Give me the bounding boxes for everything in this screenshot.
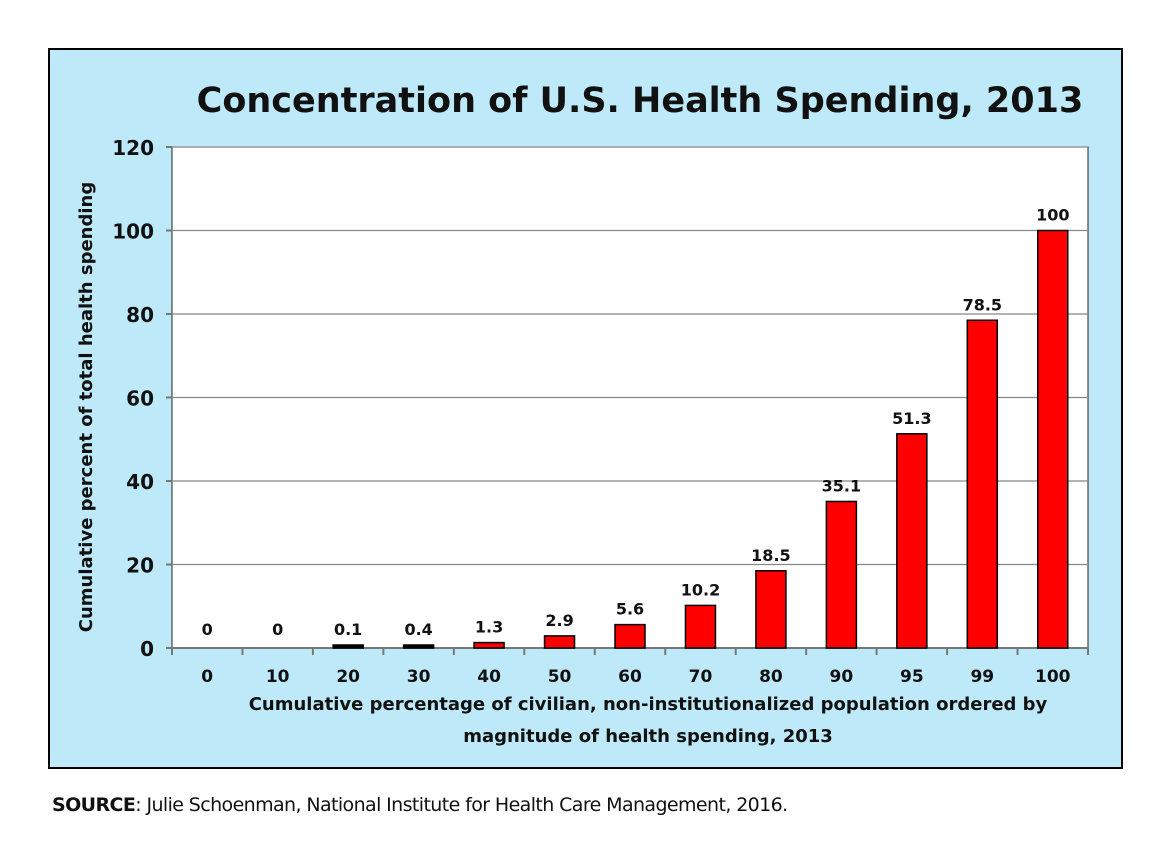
y-tick-label: 40 <box>126 470 154 494</box>
bar-80 <box>755 570 787 649</box>
x-tick-label: 60 <box>618 667 642 687</box>
data-label-90: 35.1 <box>822 476 861 495</box>
x-tick-label: 90 <box>830 667 854 687</box>
bar-90 <box>825 500 858 649</box>
y-tick-label: 20 <box>126 554 154 578</box>
bar-20 <box>332 644 364 649</box>
x-tick-label: 40 <box>477 667 501 687</box>
source-label: SOURCE <box>52 794 136 816</box>
source-text: : Julie Schoenman, National Institute fo… <box>135 794 788 816</box>
data-label-40: 1.3 <box>475 618 503 637</box>
bar-30 <box>402 644 435 649</box>
bar-70 <box>684 604 717 649</box>
data-label-70: 10.2 <box>681 580 720 599</box>
bar-60 <box>614 623 646 649</box>
x-tick-label: 0 <box>201 667 213 687</box>
data-label-50: 2.9 <box>545 611 573 630</box>
chart-title: Concentration of U.S. Health Spending, 2… <box>197 81 1084 121</box>
x-tick-label: 20 <box>336 667 360 687</box>
bar-100 <box>1037 229 1069 649</box>
y-tick-label: 0 <box>140 637 154 661</box>
data-label-10: 0 <box>272 620 283 639</box>
x-tick-label: 70 <box>689 667 713 687</box>
bar-40 <box>473 641 505 649</box>
data-label-95: 51.3 <box>892 409 931 428</box>
x-tick-label: 50 <box>548 667 572 687</box>
x-axis-label-line2: magnitude of health spending, 2013 <box>463 726 833 747</box>
x-tick-label: 80 <box>759 667 783 687</box>
data-label-20: 0.1 <box>334 620 362 639</box>
bar-50 <box>543 635 576 649</box>
y-tick-label: 60 <box>126 387 154 411</box>
x-tick-label: 95 <box>900 667 924 687</box>
data-label-99: 78.5 <box>963 295 1002 314</box>
x-tick-label: 30 <box>407 667 431 687</box>
data-label-100: 100 <box>1036 206 1069 225</box>
data-label-60: 5.6 <box>616 600 644 619</box>
x-axis-label-line1: Cumulative percentage of civilian, non-i… <box>249 694 1048 715</box>
source-note: SOURCE: Julie Schoenman, National Instit… <box>52 794 788 816</box>
y-tick-label: 100 <box>112 220 154 244</box>
x-tick-label: 100 <box>1035 667 1071 687</box>
data-label-80: 18.5 <box>751 546 790 565</box>
y-tick-label: 80 <box>126 303 154 327</box>
data-label-30: 0.4 <box>404 620 432 639</box>
x-tick-label: 10 <box>266 667 290 687</box>
y-axis-label: Cumulative percent of total health spend… <box>76 182 97 632</box>
bar-95 <box>896 433 928 649</box>
x-tick-label: 99 <box>970 667 994 687</box>
y-tick-label: 120 <box>112 136 154 160</box>
bar-99 <box>966 319 999 649</box>
data-label-0: 0 <box>202 620 213 639</box>
